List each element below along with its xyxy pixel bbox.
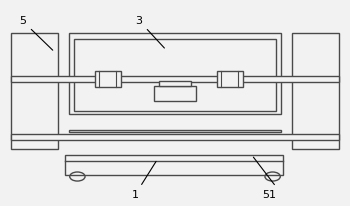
- Text: 1: 1: [131, 189, 138, 199]
- Bar: [74, 40, 276, 111]
- Bar: [217, 72, 243, 87]
- Bar: [154, 87, 196, 102]
- Bar: [95, 72, 121, 87]
- Bar: [11, 76, 339, 83]
- Bar: [11, 135, 339, 140]
- Bar: [69, 33, 281, 114]
- Text: 5: 5: [19, 16, 26, 26]
- Bar: [65, 155, 283, 176]
- Text: 51: 51: [262, 189, 276, 199]
- Bar: [159, 82, 191, 86]
- Bar: [69, 130, 281, 133]
- Bar: [11, 33, 58, 149]
- Text: 3: 3: [135, 16, 142, 26]
- Bar: [292, 33, 339, 149]
